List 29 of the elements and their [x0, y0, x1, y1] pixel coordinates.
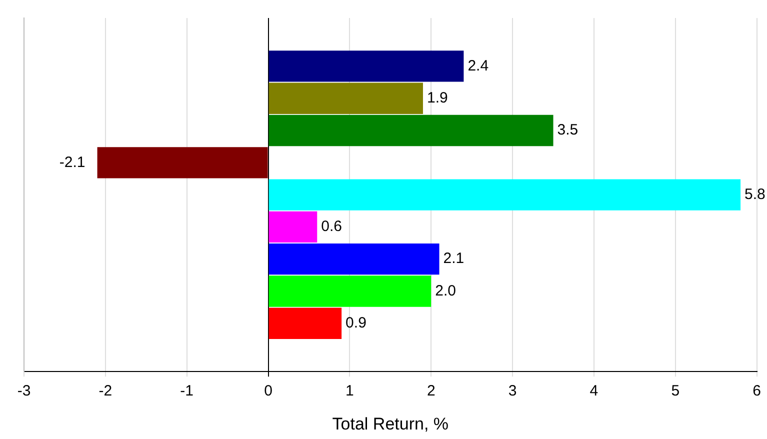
x-tick-label: 3 [508, 382, 517, 400]
data-label: -2.1 [59, 154, 86, 171]
data-label: 2.4 [468, 57, 489, 74]
x-tick-label: 5 [671, 382, 680, 400]
bar [268, 114, 554, 146]
x-tick-label: 1 [346, 382, 354, 400]
x-tick-label: 6 [752, 382, 761, 400]
x-tick-label: 0 [264, 382, 272, 400]
data-label: 1.9 [426, 90, 448, 107]
data-label: 0.9 [346, 314, 366, 332]
bar [97, 147, 268, 178]
bar [268, 211, 318, 243]
data-label: 5.8 [744, 186, 766, 203]
bar [268, 50, 464, 82]
data-label: 0.6 [321, 218, 342, 236]
data-label: 2.0 [435, 282, 456, 300]
x-tick-label: -1 [180, 382, 194, 400]
bar [268, 308, 342, 339]
x-tick-label: 4 [590, 382, 598, 400]
bar [268, 276, 432, 307]
bar [268, 82, 423, 114]
x-tick-label: -2 [98, 382, 112, 400]
data-label: 2.1 [443, 250, 464, 268]
bar [268, 179, 741, 210]
bar [268, 244, 440, 275]
x-tick-label: 2 [426, 382, 436, 400]
x-axis-title: Total Return, % [332, 414, 449, 434]
x-tick-label: -3 [17, 382, 31, 400]
data-label: 3.5 [557, 122, 578, 139]
